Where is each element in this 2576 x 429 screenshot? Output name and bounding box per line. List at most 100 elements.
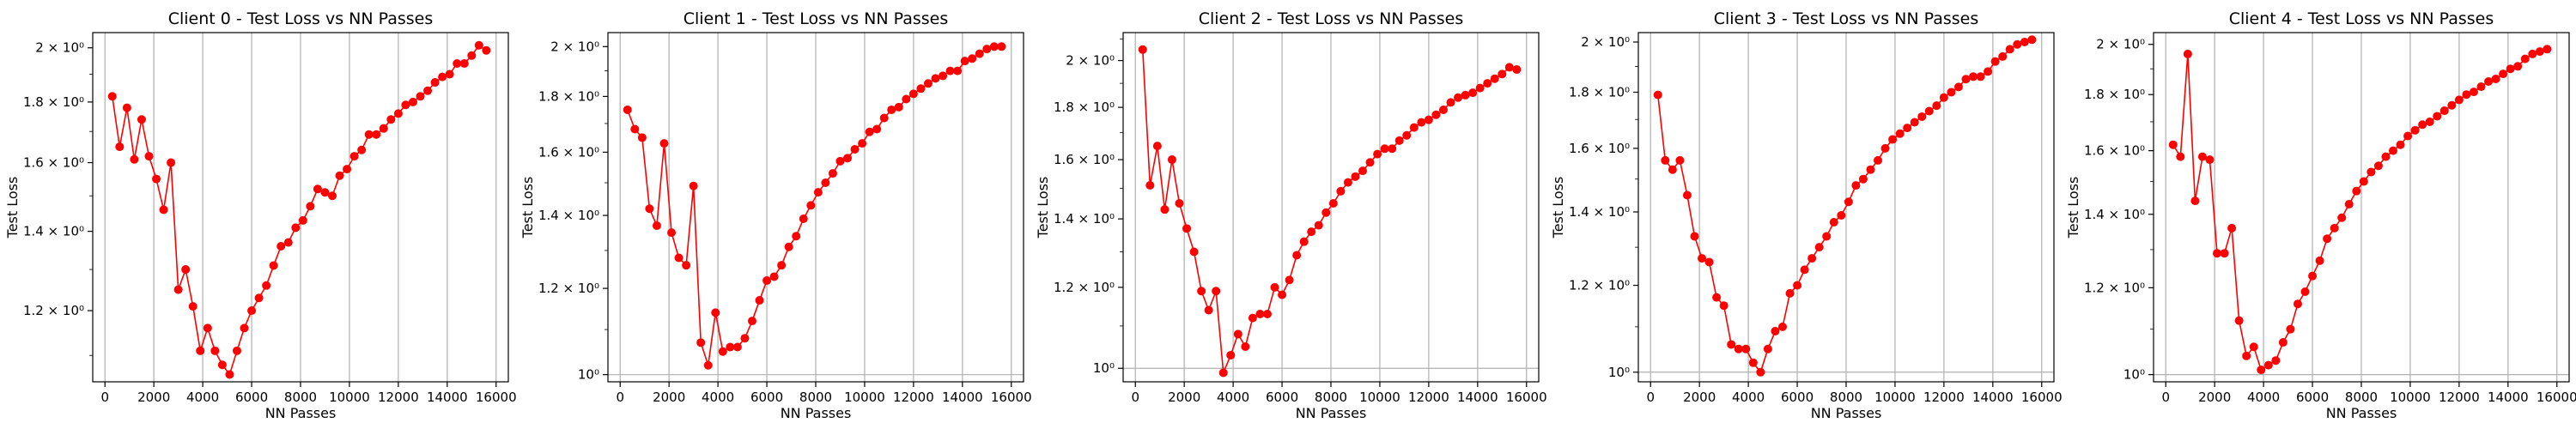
data-point [1998,51,2008,61]
data-point [1431,110,1441,119]
x-tick-label: 4000 [1217,390,1249,405]
x-tick-label: 14000 [2488,390,2529,405]
data-point [777,261,787,270]
data-point [1212,287,1221,296]
data-point [1204,305,1213,315]
data-point [1299,237,1309,246]
data-point [1138,45,1147,54]
x-tick-label: 14000 [942,390,983,405]
y-tick-label: 1.2 × 10⁰ [1569,278,1630,293]
data-point [2403,131,2413,141]
data-point [711,308,720,317]
chart-title: Client 3 - Test Loss vs NN Passes [1714,9,1979,28]
data-point [1321,208,1331,217]
data-point [298,215,307,225]
data-point [240,323,249,333]
data-point [1829,218,1838,227]
x-axis-label: NN Passes [1296,405,1367,421]
x-tick-label: 8000 [284,390,317,405]
data-point [2366,167,2376,177]
x-tick-label: 0 [1646,390,1655,405]
x-axis-label: NN Passes [781,405,852,421]
x-tick-label: 16000 [2021,390,2063,405]
x-tick-label: 10000 [844,390,885,405]
data-point [2190,196,2200,206]
data-point [1167,155,1176,165]
data-point [1675,155,1685,165]
y-tick-label: 1.6 × 10⁰ [538,144,599,160]
data-point [2506,64,2515,74]
data-point [1727,340,1736,349]
data-point [1343,178,1352,187]
data-point [328,191,337,201]
data-point [696,338,706,347]
y-tick-label: 10⁰ [2123,367,2145,383]
data-point [939,71,948,81]
x-tick-label: 12000 [1923,390,1965,405]
x-tick-label: 6000 [1266,390,1298,405]
data-point [792,232,801,241]
x-axis-label: NN Passes [1811,405,1882,421]
data-point [1483,79,1492,88]
x-tick-label: 8000 [1315,390,1347,405]
data-point [2381,152,2391,161]
data-point [2454,95,2464,105]
data-point [2330,223,2339,233]
data-point [1895,129,1905,138]
data-point [217,360,227,370]
data-point [1984,67,1993,76]
x-tick-label: 6000 [2296,390,2329,405]
data-point [2373,161,2383,171]
data-point [1358,166,1368,176]
x-tick-label: 2000 [2198,390,2231,405]
data-point [453,58,462,68]
y-tick-label: 1.4 × 10⁰ [1054,211,1115,227]
x-tick-label: 14000 [1457,390,1498,405]
y-tick-label: 2 × 10⁰ [1066,53,1115,69]
x-tick-label: 14000 [1972,390,2014,405]
data-point [232,346,241,355]
data-point [438,72,447,82]
data-point [645,204,654,214]
data-point [2396,140,2405,149]
data-point [1380,144,1389,154]
data-point [682,261,691,270]
data-point [1807,254,1817,263]
data-point [1328,198,1338,208]
y-tick-label: 2 × 10⁰ [35,40,84,56]
data-point [467,51,477,60]
y-axis-label: Test Loss [1035,177,1051,239]
data-point [408,97,417,106]
data-point [1837,210,1846,220]
data-point [945,66,955,76]
data-point [2205,155,2215,165]
chart-panel-1: 0 2000 4000 6000 8000 10000 12000 14000 16000 10⁰… [519,9,1032,421]
data-point [1438,105,1448,114]
y-tick-label: 2 × 10⁰ [2096,37,2145,52]
data-point [740,334,750,343]
data-point [1874,155,1883,165]
x-tick-label: 4000 [2247,390,2280,405]
data-point [2286,324,2295,334]
data-point [445,69,454,79]
data-point [732,342,742,352]
data-point [2543,45,2552,54]
y-tick-label: 1.8 × 10⁰ [1569,84,1630,100]
data-point [1953,82,1963,92]
data-point [667,228,677,238]
data-point [1351,172,1360,181]
y-tick-label: 2 × 10⁰ [1581,34,1630,50]
data-point [349,152,359,161]
data-point [703,360,713,370]
data-point [747,317,756,326]
data-point [167,158,176,167]
data-point [247,306,257,316]
data-point [1336,186,1346,196]
y-axis-label: Test Loss [4,177,21,239]
data-point [1866,165,1875,174]
data-point [335,171,344,180]
y-tick-label: 1.8 × 10⁰ [1054,100,1115,115]
data-point [372,130,381,139]
data-point [953,66,963,76]
x-axis-label: NN Passes [2326,405,2397,421]
